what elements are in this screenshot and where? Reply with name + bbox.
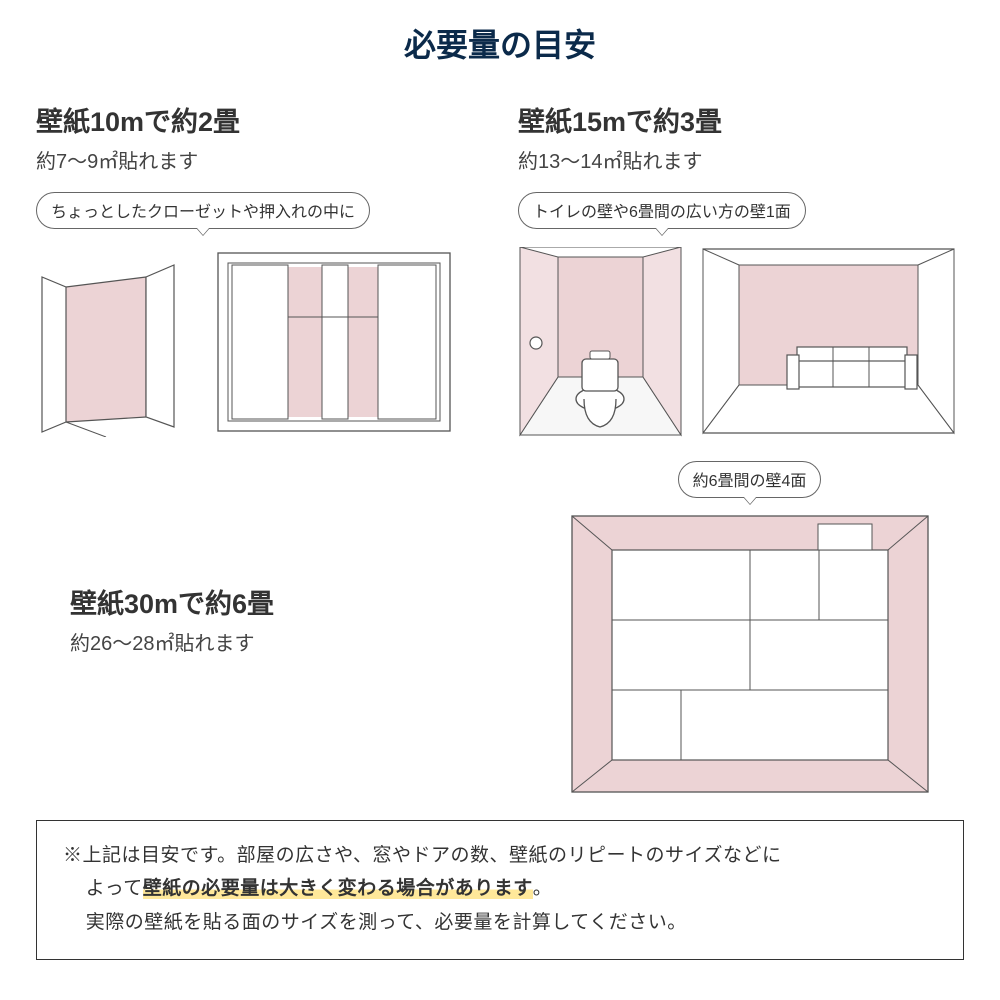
card-30m-row: 壁紙30mで約6畳 約26〜28㎡貼れます 約6畳間の壁4面 (36, 461, 964, 794)
tag-toilet: トイレの壁や6畳間の広い方の壁1面 (518, 192, 806, 229)
card-sub: 約7〜9㎡貼れます (36, 145, 482, 174)
page-title: 必要量の目安 (36, 20, 964, 66)
note-line-1: ※上記は目安です。部屋の広さや、窓やドアの数、壁紙のリピートのサイズなどに (63, 839, 937, 872)
closet-icon (36, 247, 196, 437)
room-one-wall-icon (701, 247, 956, 437)
note-line-3: 実際の壁紙を貼る面のサイズを測って、必要量を計算してください。 (63, 906, 937, 939)
six-tatami-room-icon (570, 514, 930, 794)
diagram-row-2 (518, 247, 964, 437)
sliding-closet-icon (214, 247, 454, 437)
tag-6jo: 約6畳間の壁4面 (678, 461, 822, 498)
card-30m-diagram: 約6畳間の壁4面 (535, 461, 964, 794)
note-highlight: 壁紙の必要量は大きく変わる場合があります (143, 878, 533, 899)
card-heading: 壁紙15mで約3畳 (518, 100, 964, 139)
card-sub: 約26〜28㎡貼れます (70, 627, 499, 656)
card-sub: 約13〜14㎡貼れます (518, 145, 964, 174)
tag-closet: ちょっとしたクローゼットや押入れの中に (36, 192, 370, 229)
note-box: ※上記は目安です。部屋の広さや、窓やドアの数、壁紙のリピートのサイズなどに よっ… (36, 820, 964, 960)
card-10m: 壁紙10mで約2畳 約7〜9㎡貼れます ちょっとしたクローゼットや押入れの中に (36, 100, 482, 437)
note-line-2: よって壁紙の必要量は大きく変わる場合があります。 (63, 872, 937, 905)
card-heading: 壁紙10mで約2畳 (36, 100, 482, 139)
card-heading: 壁紙30mで約6畳 (70, 582, 499, 621)
card-30m-text: 壁紙30mで約6畳 約26〜28㎡貼れます (36, 582, 499, 674)
card-15m: 壁紙15mで約3畳 約13〜14㎡貼れます トイレの壁や6畳間の広い方の壁1面 (518, 100, 964, 437)
diagram-row-1 (36, 247, 482, 437)
note-line-2-pre: よって (86, 878, 143, 899)
toilet-room-icon (518, 247, 683, 437)
top-row: 壁紙10mで約2畳 約7〜9㎡貼れます ちょっとしたクローゼットや押入れの中に (36, 100, 964, 437)
note-line-2-post: 。 (533, 878, 553, 899)
